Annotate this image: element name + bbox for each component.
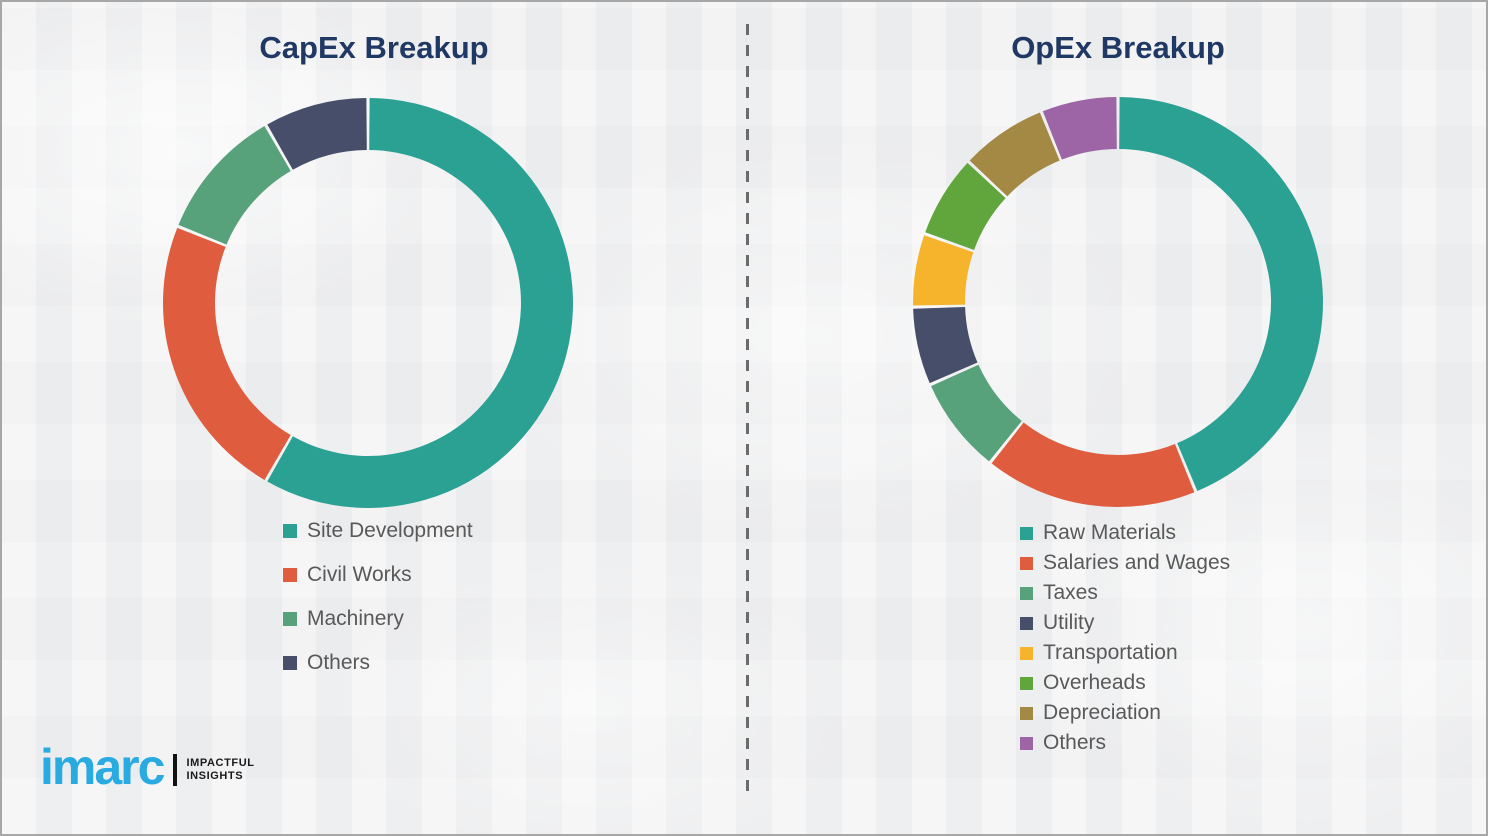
legend-swatch [1020,646,1033,660]
legend-item: Others [1020,728,1230,758]
capex-chart-title: CapEx Breakup [259,30,489,65]
logo-tagline: IMPACTFUL INSIGHTS [186,757,254,783]
legend-label: Civil Works [307,563,412,586]
legend-item: Others [283,641,473,685]
legend-item: Overheads [1020,668,1230,698]
legend-item: Salaries and Wages [1020,548,1230,578]
legend-swatch [1020,706,1033,720]
legend-swatch [1020,676,1033,690]
legend-swatch [1020,586,1033,600]
donut-segment-depreciation [969,112,1060,197]
legend-swatch [283,656,297,670]
opex-chart-title: OpEx Breakup [1011,30,1225,65]
legend-label: Site Development [307,519,473,542]
logo-tagline-line2: INSIGHTS [186,770,244,782]
legend-item: Raw Materials [1020,518,1230,548]
legend-swatch [283,568,297,582]
donut-segment-transportation [912,235,974,306]
dashed-divider-line [746,24,749,796]
legend-label: Raw Materials [1043,521,1177,544]
legend-item: Machinery [283,597,473,641]
legend-item: Utility [1020,608,1230,638]
donut-segment-taxes [931,364,1022,462]
legend-swatch [1020,736,1033,750]
donut-segment-others [267,98,367,170]
legend-label: Overheads [1043,671,1146,694]
donut-segment-raw-materials [1119,97,1323,492]
legend-label: Others [1043,731,1107,754]
legend-label: Salaries and Wages [1043,551,1231,574]
legend-swatch [283,524,297,538]
logo-tagline-line1: IMPACTFUL [186,757,255,769]
opex-legend: Raw Materials Salaries and Wages Taxes Util… [1020,518,1230,758]
capex-legend: Site Development Civil Works Machinery Othe… [283,509,473,685]
donut-segment-salaries-and-wages [991,422,1195,508]
legend-swatch [1020,526,1033,540]
legend-item: Site Development [283,509,473,553]
opex-donut-chart [912,97,1323,508]
legend-item: Taxes [1020,578,1230,608]
legend-label: Machinery [307,607,404,630]
legend-label: Taxes [1043,581,1098,604]
imarc-logo: imarc IMPACTFUL INSIGHTS [40,742,255,792]
legend-label: Transportation [1043,641,1178,664]
legend-label: Others [307,651,371,674]
legend-label: Utility [1043,611,1095,634]
donut-segment-overheads [925,162,1006,250]
donut-segment-civil-works [163,227,291,480]
donut-segment-site-development [267,98,573,509]
donut-segment-others [1042,97,1117,160]
imarc-wordmark: imarc [40,739,165,795]
donut-segment-utility [913,307,978,384]
donut-segment-machinery [178,126,291,245]
capex-donut-chart [163,98,573,509]
legend-item: Depreciation [1020,698,1230,728]
legend-swatch [283,612,297,626]
legend-item: Transportation [1020,638,1230,668]
legend-swatch [1020,556,1033,570]
legend-label: Depreciation [1043,701,1161,724]
legend-swatch [1020,616,1033,630]
legend-item: Civil Works [283,553,473,597]
logo-separator-bar [173,754,178,786]
